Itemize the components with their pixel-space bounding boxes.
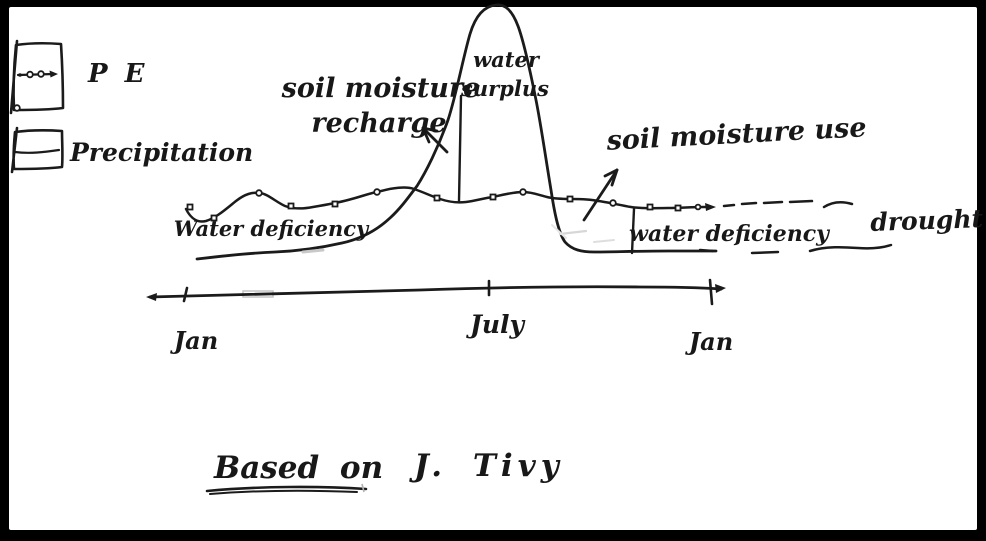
use-arrow (582, 168, 619, 222)
x-axis-line (148, 285, 723, 299)
legend-precip-label: Precipitation (69, 138, 253, 167)
legend-precip-symbol (13, 148, 61, 154)
use-deficiency-divider (630, 207, 636, 255)
label-water-surplus-line1: water (473, 47, 541, 72)
label-water-deficiency-left: Water deficiency (174, 216, 370, 241)
paper (9, 7, 977, 530)
label-soil-moisture-recharge-line1: soil moisture (281, 73, 481, 104)
axis-label-jan-right: Jan (685, 327, 733, 356)
faint-comma-mark (361, 483, 365, 493)
label-water-deficiency-right: water deficiency (629, 221, 831, 247)
legend-precip-box (10, 126, 64, 174)
legend: P E Precipitation (9, 39, 253, 174)
x-axis-tick-jan-left (182, 286, 189, 303)
caption-underline (205, 485, 368, 495)
caption-author: J. Tivy (409, 448, 564, 484)
x-axis-arrow-right (715, 284, 726, 293)
faint-precipitation-patch (301, 248, 325, 254)
axis-label-july: July (466, 310, 526, 339)
pe-dashed-continuation (722, 199, 854, 209)
label-soil-moisture-recharge-line2: recharge (311, 108, 446, 139)
legend-pe-label: P E (87, 59, 148, 89)
legend-pe-symbol (10, 70, 58, 112)
x-axis-tick-jan-right (708, 278, 714, 306)
caption-based-on: Based on (213, 450, 383, 486)
precipitation-curve (195, 3, 718, 261)
pe-curve-end-arrow (705, 203, 716, 211)
surplus-recharge-divider (457, 94, 463, 203)
recharge-arrow (421, 126, 449, 154)
pe-curve-markers (186, 188, 702, 222)
label-water-surplus-line2: surplus (460, 76, 549, 101)
x-axis (146, 278, 726, 306)
axis-label-jan-left: Jan (170, 326, 218, 355)
label-drought: drought (870, 204, 984, 237)
baseline-dashed-continuation (698, 243, 893, 255)
x-axis-arrow-left (146, 293, 157, 301)
faint-pencil-marks (551, 224, 615, 243)
legend-pe-box (9, 39, 65, 115)
